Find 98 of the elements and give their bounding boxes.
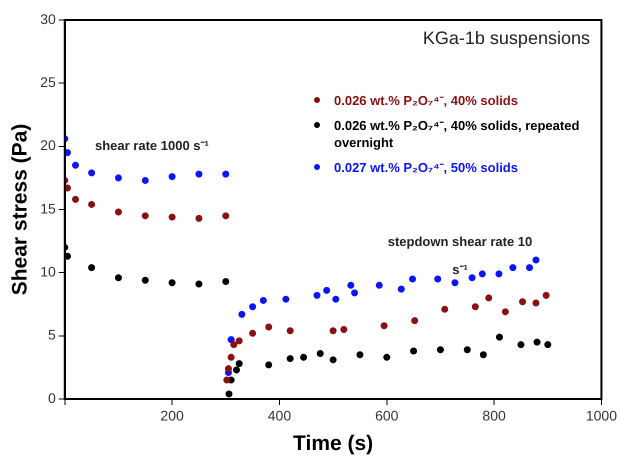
point (249, 330, 256, 337)
point (236, 360, 243, 368)
point (260, 296, 267, 304)
point (542, 292, 550, 299)
text: KGa-1b suspensions (422, 28, 590, 49)
y-tick-label: 15 (40, 200, 56, 216)
point (323, 286, 330, 294)
point (316, 350, 324, 358)
x-tick-label: 200 (160, 407, 184, 424)
point (228, 336, 235, 344)
x-tick-label: 800 (482, 407, 506, 424)
point (282, 296, 290, 303)
point (88, 264, 96, 272)
point (330, 356, 337, 364)
point (265, 361, 272, 368)
point (436, 346, 444, 354)
point (142, 276, 149, 284)
point (222, 278, 230, 286)
legend-label: 0.027 wt.% P₂O₇⁴⁻, 50% solids (334, 159, 518, 176)
point (168, 279, 176, 286)
point (340, 326, 348, 334)
legend-label: 0.026 wt.% P₂O₇⁴⁻, 40% solids (334, 92, 518, 109)
point (496, 334, 503, 341)
point (286, 355, 294, 362)
point (195, 280, 202, 288)
point (88, 169, 96, 176)
y-tick-label: 10 (40, 264, 56, 280)
point (347, 282, 354, 289)
x-tick-label: 1000 (586, 407, 618, 424)
y-tick-label: 20 (40, 137, 56, 154)
x-axis-title: Time (s) (293, 432, 374, 456)
point (236, 337, 243, 344)
point (380, 322, 388, 330)
point (398, 286, 405, 293)
point (228, 354, 235, 361)
point (265, 323, 272, 330)
point (72, 162, 80, 169)
point (434, 275, 442, 282)
point (383, 354, 390, 361)
legend-label: 0.026 wt.% P₂O₇⁴⁻, 40% solids, repeated overnight (334, 117, 580, 151)
point (532, 299, 540, 306)
annotation: stepdown shear rate 10 s⁻¹ (386, 233, 534, 279)
point (195, 214, 202, 222)
point (519, 298, 526, 306)
point (495, 270, 502, 278)
y-tick-label: 30 (40, 10, 56, 27)
annotation: shear rate 1000 s⁻¹ (95, 137, 209, 154)
point (222, 170, 230, 178)
point (314, 292, 320, 299)
point (286, 327, 294, 334)
point (472, 303, 479, 310)
point (168, 173, 176, 180)
point (544, 341, 552, 348)
y-tick-label: 0 (48, 390, 56, 406)
point (114, 208, 122, 216)
point (330, 327, 337, 334)
point (88, 200, 96, 208)
point (230, 341, 238, 348)
point (478, 270, 486, 278)
point (224, 365, 232, 372)
point (532, 256, 540, 264)
point (509, 264, 516, 272)
point (502, 308, 509, 316)
point (225, 390, 232, 398)
y-tick-label: 5 (48, 326, 56, 343)
point (485, 294, 492, 302)
point (526, 264, 534, 272)
y-tick-label: 25 (40, 74, 56, 90)
point (468, 274, 476, 282)
point (534, 338, 541, 346)
point (517, 341, 524, 348)
point (195, 170, 202, 178)
point (409, 275, 416, 282)
x-tick-label: 600 (375, 407, 399, 424)
point (249, 303, 256, 310)
point (142, 176, 149, 184)
x-tick-label: 400 (268, 407, 292, 424)
point (351, 289, 358, 296)
point (451, 279, 458, 286)
point (114, 274, 122, 282)
point (168, 214, 176, 221)
point (222, 212, 230, 220)
point (441, 306, 448, 313)
point (238, 310, 246, 318)
point (114, 174, 122, 182)
point (410, 347, 418, 354)
point (72, 196, 80, 203)
point (142, 212, 149, 220)
point (376, 282, 383, 289)
point (233, 366, 240, 374)
point (300, 354, 308, 361)
point (464, 346, 471, 354)
y-axis-title: Shear stress (Pa) (8, 124, 32, 296)
point (356, 351, 364, 358)
point (480, 351, 487, 358)
point (332, 296, 340, 303)
point (411, 317, 418, 324)
point (223, 376, 230, 384)
